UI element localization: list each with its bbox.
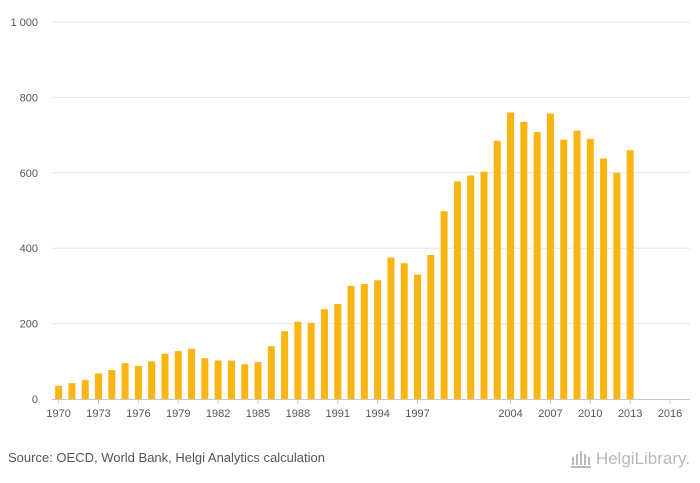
bar-1990 — [320, 309, 328, 399]
bar-1996 — [400, 263, 408, 399]
bar-1973 — [95, 373, 103, 399]
x-tick-label: 2007 — [538, 408, 562, 420]
bar-2009 — [573, 130, 581, 400]
x-tick-label: 1985 — [246, 408, 270, 420]
y-tick-label: 400 — [20, 243, 38, 255]
bar-1983 — [227, 360, 235, 399]
bar-1977 — [148, 361, 156, 399]
bar-2001 — [467, 175, 475, 399]
bar-1999 — [440, 211, 448, 399]
bar-1982 — [214, 360, 222, 399]
bar-1994 — [374, 280, 382, 399]
bar-2011 — [600, 158, 608, 399]
bar-1989 — [307, 322, 315, 399]
bar-2007 — [546, 113, 554, 400]
bar-2000 — [453, 181, 461, 399]
y-tick-label: 800 — [20, 92, 38, 104]
y-tick-label: 1 000 — [10, 17, 38, 29]
x-tick-label: 1973 — [86, 408, 110, 420]
bar-2003 — [493, 140, 501, 399]
bar-1984 — [241, 364, 249, 399]
bar-2008 — [560, 139, 568, 399]
bar-2012 — [613, 172, 621, 399]
logo-text: HelgiLibrary. — [595, 449, 690, 468]
gridlines — [52, 21, 690, 325]
y-tick-label: 200 — [20, 319, 38, 331]
bar-1998 — [427, 254, 435, 399]
x-axis-labels: 1970 1973 1976 1979 1982 1985 1988 1991 1994 1997… — [46, 399, 682, 420]
bar-2010 — [586, 138, 594, 399]
bar-2006 — [533, 132, 541, 400]
x-tick-label: 1976 — [126, 408, 150, 420]
bar-1993 — [360, 284, 368, 399]
x-tick-label: 1988 — [286, 408, 310, 420]
library-building-icon — [570, 451, 591, 468]
bar-2002 — [480, 171, 488, 399]
bar-1978 — [161, 353, 169, 399]
bar-2004 — [507, 112, 515, 399]
bar-1976 — [134, 365, 142, 399]
x-tick-label: 1994 — [365, 408, 389, 420]
bar-1979 — [174, 351, 182, 399]
bar-1980 — [188, 348, 196, 399]
bar-1986 — [267, 346, 275, 399]
bar-1975 — [121, 363, 129, 399]
y-axis-labels: 0 200 400 600 800 1 000 — [10, 17, 38, 406]
x-tick-label: 1982 — [206, 408, 230, 420]
x-tick-label: 1997 — [405, 408, 429, 420]
helgi-library-logo: HelgiLibrary. — [570, 447, 690, 471]
bar-1991 — [334, 303, 342, 399]
bar-1981 — [201, 358, 209, 399]
x-tick-label: 2013 — [618, 408, 642, 420]
x-tick-label: 1991 — [326, 408, 350, 420]
bar-1992 — [347, 285, 355, 399]
bar-1971 — [68, 383, 76, 399]
bar-1972 — [81, 380, 89, 399]
x-tick-label: 2010 — [578, 408, 602, 420]
x-tick-label: 2016 — [658, 408, 682, 420]
bar-2013 — [626, 150, 634, 399]
bar-1970 — [55, 385, 63, 399]
bar-1988 — [294, 321, 302, 399]
bar-1997 — [414, 274, 422, 399]
bar-1987 — [281, 331, 289, 399]
x-tick-label: 1979 — [166, 408, 190, 420]
y-tick-label: 600 — [20, 168, 38, 180]
x-tick-label: 2004 — [498, 408, 522, 420]
bar-1974 — [108, 369, 116, 399]
bar-1995 — [387, 257, 395, 399]
x-tick-label: 1970 — [46, 408, 70, 420]
bar-2005 — [520, 121, 528, 399]
source-note: Source: OECD, World Bank, Helgi Analytic… — [8, 450, 325, 465]
bars — [55, 112, 634, 400]
bar-1985 — [254, 362, 262, 399]
y-tick-label: 0 — [32, 394, 38, 406]
